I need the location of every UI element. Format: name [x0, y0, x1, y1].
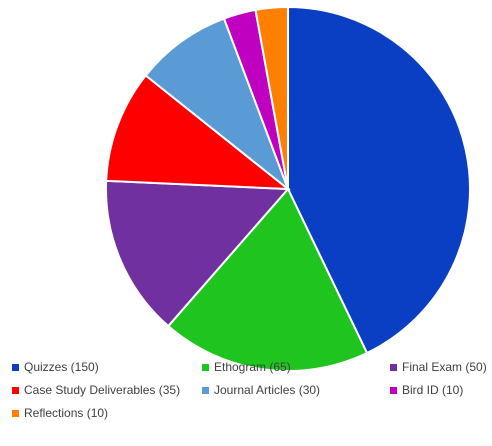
legend-label: Quizzes (150) — [24, 360, 99, 374]
legend-label: Journal Articles (30) — [214, 383, 321, 397]
legend-item-bird-id: Bird ID (10) — [390, 383, 463, 397]
pie-slice-journal-articles — [144, 17, 291, 193]
legend-swatch — [390, 386, 397, 394]
legend-swatch — [202, 386, 209, 394]
legend-swatch — [202, 363, 209, 371]
legend-item-case-study: Case Study Deliverables (35) — [12, 383, 180, 397]
legend-label: Reflections (10) — [24, 406, 109, 420]
pie-slice-case-study-deliverables — [105, 74, 292, 191]
legend-swatch — [12, 409, 19, 417]
pie-slice-ethogram — [166, 187, 369, 372]
legend-swatch — [390, 363, 397, 371]
legend-swatch — [12, 386, 19, 394]
pie-slice-quizzes — [287, 5, 471, 355]
legend-item-final-exam: Final Exam (50) — [390, 360, 487, 374]
pie-slice-reflections — [254, 5, 289, 190]
pie-slice-final-exam — [105, 179, 291, 328]
legend-label: Case Study Deliverables (35) — [24, 383, 181, 397]
legend-item-quizzes: Quizzes (150) — [12, 360, 99, 374]
legend-item-ethogram: Ethogram (65) — [202, 360, 291, 374]
legend-item-journal-articles: Journal Articles (30) — [202, 383, 320, 397]
legend-item-reflections: Reflections (10) — [12, 406, 108, 420]
legend-label: Bird ID (10) — [402, 383, 464, 397]
legend-label: Final Exam (50) — [402, 360, 487, 374]
legend-swatch — [12, 363, 19, 371]
legend-label: Ethogram (65) — [214, 360, 291, 374]
